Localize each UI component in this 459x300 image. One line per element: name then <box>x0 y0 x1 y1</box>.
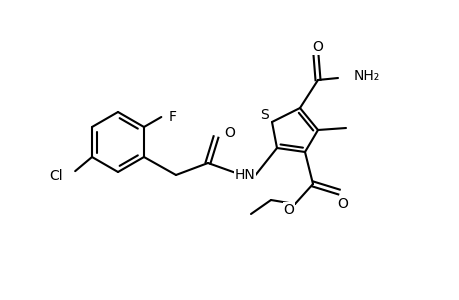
Text: NH₂: NH₂ <box>353 69 380 83</box>
Text: S: S <box>260 108 269 122</box>
Text: O: O <box>283 203 294 217</box>
Text: O: O <box>312 40 323 54</box>
Text: O: O <box>337 197 347 211</box>
Text: Cl: Cl <box>50 169 63 183</box>
Text: O: O <box>224 126 235 140</box>
Text: HN: HN <box>234 168 255 182</box>
Text: F: F <box>168 110 176 124</box>
